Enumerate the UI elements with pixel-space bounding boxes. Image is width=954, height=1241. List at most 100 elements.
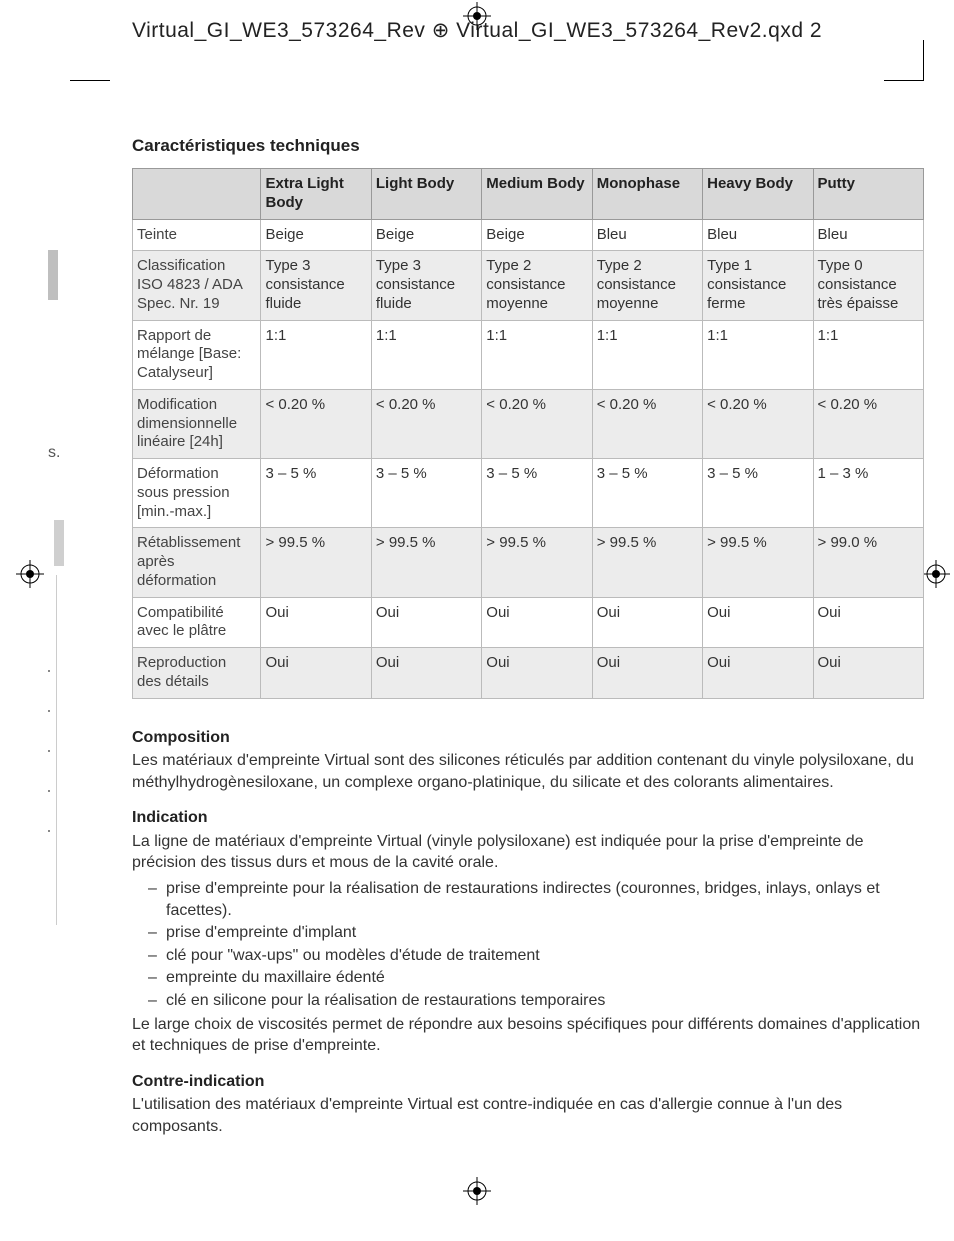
table-row: Compatibilité avec le plâtreOuiOuiOuiOui…	[133, 597, 924, 648]
table-header-cell: Light Body	[371, 169, 481, 220]
overflow-text-fragment: s.	[48, 444, 60, 462]
table-header-cell	[133, 169, 261, 220]
margin-rule	[56, 575, 57, 925]
table-cell: 1 – 3 %	[813, 459, 923, 528]
table-cell: Type 2 consistance moyenne	[482, 251, 592, 320]
table-cell: < 0.20 %	[482, 389, 592, 458]
table-cell: Oui	[703, 648, 813, 699]
table-cell: Oui	[371, 597, 481, 648]
list-item: prise d'empreinte d'implant	[152, 922, 924, 944]
indication-list: prise d'empreinte pour la réalisation de…	[132, 878, 924, 1012]
table-cell: Oui	[261, 597, 371, 648]
content-area: Caractéristiques techniques Extra Light …	[132, 136, 924, 1142]
prose-block: Composition Les matériaux d'empreinte Vi…	[132, 727, 924, 1138]
table-header-cell: Putty	[813, 169, 923, 220]
list-item: prise d'empreinte pour la réalisation de…	[152, 878, 924, 921]
section-heading-composition: Composition	[132, 727, 924, 749]
table-cell: Oui	[482, 648, 592, 699]
registration-mark-icon	[16, 560, 44, 588]
table-header-row: Extra Light Body Light Body Medium Body …	[133, 169, 924, 220]
specifications-table: Extra Light Body Light Body Medium Body …	[132, 168, 924, 699]
page: Virtual_GI_WE3_573264_Rev ⊕ Virtual_GI_W…	[0, 0, 954, 1241]
table-cell: Type 1 consistance ferme	[703, 251, 813, 320]
table-cell: Bleu	[703, 219, 813, 251]
table-cell: 3 – 5 %	[482, 459, 592, 528]
row-label: Déformation sous pression [min.-max.]	[133, 459, 261, 528]
table-cell: Type 2 consistance moyenne	[592, 251, 702, 320]
table-cell: > 99.5 %	[592, 528, 702, 597]
margin-dots	[48, 670, 50, 870]
table-cell: > 99.5 %	[703, 528, 813, 597]
table-cell: < 0.20 %	[371, 389, 481, 458]
table-cell: 3 – 5 %	[592, 459, 702, 528]
table-cell: 1:1	[482, 320, 592, 389]
table-cell: Beige	[261, 219, 371, 251]
table-cell: 3 – 5 %	[371, 459, 481, 528]
row-label: Modification dimensionnelle linéaire [24…	[133, 389, 261, 458]
table-cell: Oui	[592, 648, 702, 699]
crop-mark-icon	[884, 80, 944, 140]
table-cell: Oui	[261, 648, 371, 699]
table-cell: Bleu	[813, 219, 923, 251]
table-cell: > 99.0 %	[813, 528, 923, 597]
table-row: Rétablissement après déformation> 99.5 %…	[133, 528, 924, 597]
row-label: Teinte	[133, 219, 261, 251]
table-cell: Type 3 consistance fluide	[261, 251, 371, 320]
crop-mark-icon	[70, 80, 130, 140]
table-row: Rapport de mélange [Base: Catalyseur]1:1…	[133, 320, 924, 389]
contre-body: L'utilisation des matériaux d'empreinte …	[132, 1094, 924, 1137]
table-cell: < 0.20 %	[703, 389, 813, 458]
row-label: Compatibilité avec le plâtre	[133, 597, 261, 648]
indication-intro: La ligne de matériaux d'empreinte Virtua…	[132, 831, 924, 874]
table-cell: 1:1	[261, 320, 371, 389]
table-cell: Oui	[813, 648, 923, 699]
table-cell: Bleu	[592, 219, 702, 251]
table-cell: 1:1	[592, 320, 702, 389]
table-cell: Oui	[703, 597, 813, 648]
table-cell: Oui	[482, 597, 592, 648]
registration-mark-icon	[463, 1177, 491, 1205]
table-cell: Beige	[482, 219, 592, 251]
table-cell: Oui	[592, 597, 702, 648]
table-cell: 1:1	[703, 320, 813, 389]
composition-body: Les matériaux d'empreinte Virtual sont d…	[132, 750, 924, 793]
table-header-cell: Medium Body	[482, 169, 592, 220]
row-label: Rétablissement après déformation	[133, 528, 261, 597]
registration-mark-icon	[463, 2, 491, 30]
margin-marker	[54, 520, 64, 566]
row-label: Reproduction des détails	[133, 648, 261, 699]
table-row: Classification ISO 4823 / ADA Spec. Nr. …	[133, 251, 924, 320]
table-cell: Beige	[371, 219, 481, 251]
margin-marker	[48, 250, 58, 300]
table-row: Reproduction des détailsOuiOuiOuiOuiOuiO…	[133, 648, 924, 699]
table-cell: > 99.5 %	[371, 528, 481, 597]
table-row: Déformation sous pression [min.-max.] 3 –…	[133, 459, 924, 528]
table-row: TeinteBeigeBeigeBeigeBleuBleuBleu	[133, 219, 924, 251]
row-label: Rapport de mélange [Base: Catalyseur]	[133, 320, 261, 389]
page-title: Caractéristiques techniques	[132, 136, 924, 156]
table-row: Modification dimensionnelle linéaire [24…	[133, 389, 924, 458]
indication-outro: Le large choix de viscosités permet de r…	[132, 1014, 924, 1057]
list-item: clé en silicone pour la réalisation de r…	[152, 990, 924, 1012]
row-label: Classification ISO 4823 / ADA Spec. Nr. …	[133, 251, 261, 320]
section-heading-indication: Indication	[132, 807, 924, 829]
table-cell: 1:1	[813, 320, 923, 389]
list-item: clé pour "wax-ups" ou modèles d'étude de…	[152, 945, 924, 967]
table-header-cell: Monophase	[592, 169, 702, 220]
table-cell: < 0.20 %	[592, 389, 702, 458]
table-header-cell: Heavy Body	[703, 169, 813, 220]
table-cell: Oui	[371, 648, 481, 699]
table-body: TeinteBeigeBeigeBeigeBleuBleuBleuClassif…	[133, 219, 924, 698]
table-cell: Type 0 consistance très épaisse	[813, 251, 923, 320]
section-heading-contre: Contre-indication	[132, 1071, 924, 1093]
table-cell: < 0.20 %	[261, 389, 371, 458]
table-cell: > 99.5 %	[261, 528, 371, 597]
table-cell: > 99.5 %	[482, 528, 592, 597]
table-cell: 1:1	[371, 320, 481, 389]
table-header-cell: Extra Light Body	[261, 169, 371, 220]
table-cell: < 0.20 %	[813, 389, 923, 458]
table-cell: 3 – 5 %	[703, 459, 813, 528]
table-cell: Oui	[813, 597, 923, 648]
list-item: empreinte du maxillaire édenté	[152, 967, 924, 989]
registration-mark-icon	[922, 560, 950, 588]
